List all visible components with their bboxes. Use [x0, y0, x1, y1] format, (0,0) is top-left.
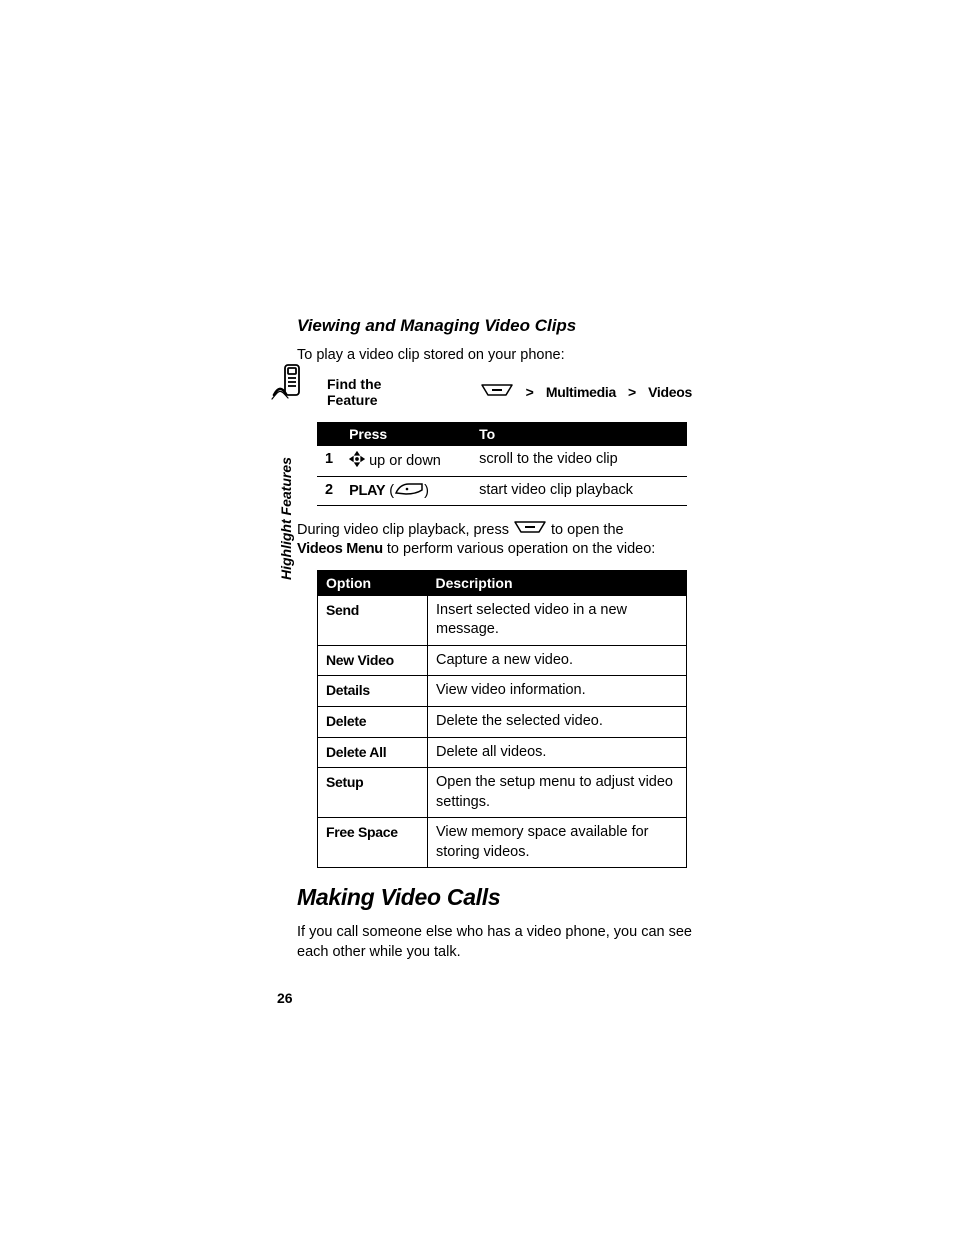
- chevron-icon: >: [522, 384, 538, 400]
- table-row: Setup Open the setup menu to adjust vide…: [318, 768, 687, 818]
- closing-text: If you call someone else who has a video…: [297, 923, 692, 962]
- press-to-table: Press To 1 up or down scroll to the vide…: [317, 422, 687, 506]
- chevron-icon: >: [624, 384, 640, 400]
- mid-paragraph: During video clip playback, press to ope…: [297, 520, 692, 560]
- option-cell: Setup: [318, 768, 428, 818]
- page-number: 26: [277, 990, 293, 1006]
- step-number: 2: [317, 476, 341, 505]
- table-row: 2 PLAY ( ) start video clip playback: [317, 476, 687, 505]
- menu-key-icon: [480, 383, 514, 400]
- breadcrumb-multimedia: Multimedia: [546, 384, 616, 400]
- press-cell: PLAY ( ): [341, 476, 471, 505]
- table-row: Delete Delete the selected video.: [318, 707, 687, 738]
- to-cell: start video clip playback: [471, 476, 687, 505]
- content-area: Viewing and Managing Video Clips To play…: [297, 316, 692, 973]
- table-row: New Video Capture a new video.: [318, 645, 687, 676]
- nav-key-icon: [349, 451, 365, 471]
- table-row: Delete All Delete all videos.: [318, 737, 687, 768]
- option-cell: Details: [318, 676, 428, 707]
- press-cell: up or down: [341, 446, 471, 477]
- feature-label: Find the Feature: [327, 376, 432, 408]
- table-row: Free Space View memory space available f…: [318, 818, 687, 868]
- header-press: Press: [341, 422, 471, 446]
- options-table: Option Description Send Insert selected …: [317, 570, 687, 869]
- option-cell: Free Space: [318, 818, 428, 868]
- section-side-label: Highlight Features: [278, 457, 294, 580]
- mid-text-c: to perform various operation on the vide…: [383, 541, 655, 557]
- manual-page: Highlight Features Viewing and Managing …: [0, 0, 954, 1235]
- main-heading: Making Video Calls: [297, 884, 692, 911]
- option-cell: New Video: [318, 645, 428, 676]
- header-to: To: [471, 422, 687, 446]
- table-row: Details View video information.: [318, 676, 687, 707]
- section-heading: Viewing and Managing Video Clips: [297, 316, 692, 336]
- desc-cell: View memory space available for storing …: [428, 818, 687, 868]
- option-cell: Delete: [318, 707, 428, 738]
- step-number: 1: [317, 446, 341, 477]
- paren-close: ): [424, 482, 429, 498]
- to-cell: scroll to the video clip: [471, 446, 687, 477]
- option-cell: Send: [318, 595, 428, 645]
- table-row: 1 up or down scroll to the video clip: [317, 446, 687, 477]
- desc-cell: View video information.: [428, 676, 687, 707]
- desc-cell: Open the setup menu to adjust video sett…: [428, 768, 687, 818]
- mid-text-b: to open the: [547, 522, 624, 538]
- videos-menu-label: Videos Menu: [297, 541, 383, 557]
- mid-text-a: During video clip playback, press: [297, 522, 513, 538]
- press-text: up or down: [365, 452, 441, 468]
- header-description: Description: [428, 570, 687, 595]
- table-header-row: Option Description: [318, 570, 687, 595]
- desc-cell: Insert selected video in a new message.: [428, 595, 687, 645]
- breadcrumb-videos: Videos: [648, 384, 692, 400]
- desc-cell: Delete the selected video.: [428, 707, 687, 738]
- intro-text: To play a video clip stored on your phon…: [297, 346, 692, 366]
- desc-cell: Capture a new video.: [428, 645, 687, 676]
- header-option: Option: [318, 570, 428, 595]
- soft-key-icon: [394, 482, 424, 500]
- table-row: Send Insert selected video in a new mess…: [318, 595, 687, 645]
- desc-cell: Delete all videos.: [428, 737, 687, 768]
- table-header-row: Press To: [317, 422, 687, 446]
- option-cell: Delete All: [318, 737, 428, 768]
- find-the-feature-line: Find the Feature > Multimedia > Videos: [327, 376, 692, 408]
- menu-key-icon: [513, 520, 547, 541]
- play-label: PLAY: [349, 482, 385, 498]
